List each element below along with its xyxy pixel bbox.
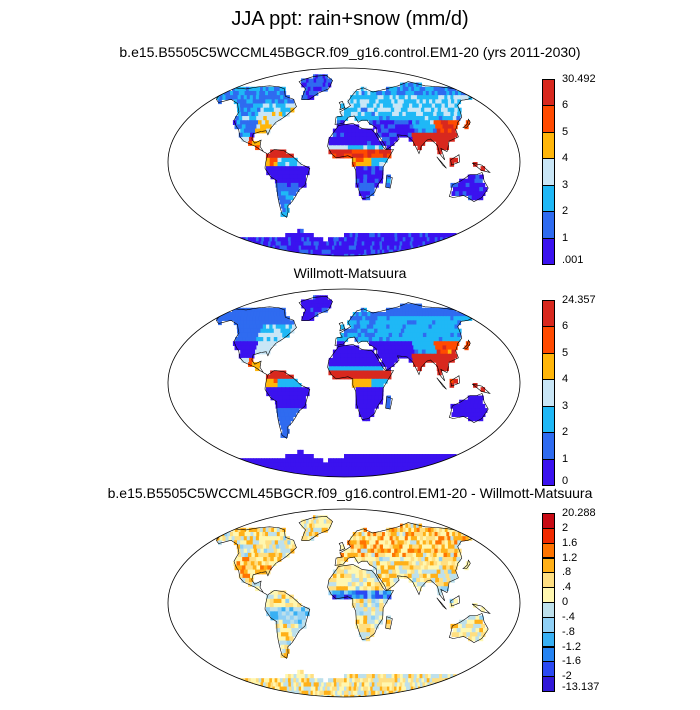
colorbar-swatch <box>542 616 555 633</box>
colorbar-swatch <box>542 646 555 663</box>
colorbar-swatch <box>542 513 555 529</box>
coastlines <box>216 515 491 659</box>
colorbar-label: .8 <box>562 566 572 579</box>
colorbar: 24.357 6 5 4 3 2 1 0 <box>542 294 652 487</box>
colorbar-label: 2 <box>562 426 569 439</box>
colorbar-label: -13.137 <box>562 681 600 693</box>
colorbar-swatch <box>542 379 555 407</box>
colorbar-swatch <box>542 300 555 328</box>
map-border <box>167 508 521 698</box>
precip-field <box>216 295 488 477</box>
colorbar-swatch <box>542 676 555 692</box>
colorbar-swatch <box>542 557 555 574</box>
colorbar-label: .4 <box>562 581 572 594</box>
colorbar-label: 4 <box>562 373 569 386</box>
colorbar-label: -1.2 <box>562 640 581 653</box>
colorbar-swatch <box>542 405 555 434</box>
precip-field <box>216 74 488 256</box>
colorbar: 30.492 6 5 4 3 2 1 .001 <box>542 73 652 266</box>
colorbar-label: .001 <box>562 254 584 266</box>
colorbar-label: 1.6 <box>562 536 578 549</box>
coastlines <box>216 74 491 218</box>
colorbar-label: -2 <box>562 670 572 683</box>
colorbar-label: 0 <box>562 475 569 487</box>
colorbar-swatch <box>542 326 555 354</box>
map-border <box>167 288 521 478</box>
colorbar-label: 5 <box>562 346 569 359</box>
panel-difference: b.e15.B5505C5WCCML45BGCR.f09_g16.control… <box>0 485 700 710</box>
colorbar-swatch <box>542 527 555 544</box>
robinson-map <box>167 67 521 257</box>
panel-model: b.e15.B5505C5WCCML45BGCR.f09_g16.control… <box>0 44 700 269</box>
colorbar-swatch <box>542 631 555 648</box>
robinson-map <box>167 508 521 698</box>
colorbar-label: 1 <box>562 452 569 465</box>
colorbar-label: 1.2 <box>562 551 578 564</box>
colorbar-swatch <box>542 602 555 618</box>
colorbar-swatch <box>542 572 555 589</box>
colorbar-label: -1.6 <box>562 655 581 668</box>
colorbar-label: 3 <box>562 178 569 191</box>
colorbar-label: 4 <box>562 152 569 165</box>
colorbar-label: -.4 <box>562 610 575 623</box>
colorbar-label: 6 <box>562 320 569 333</box>
colorbar-swatch <box>542 79 555 107</box>
colorbar-swatch <box>542 352 555 381</box>
colorbar-label: 0 <box>562 596 569 608</box>
colorbar-swatch <box>542 458 555 486</box>
panel-title: Willmott-Matsuura <box>293 265 407 281</box>
coastlines <box>216 295 491 439</box>
colorbar-swatch <box>542 542 555 559</box>
colorbar-swatch <box>542 587 555 603</box>
colorbar: 20.288 2 1.6 1.2 .8 .4 0 -.4 -.8 -1.2 -1.6 -2 -13.13… <box>542 507 652 693</box>
colorbar-label: 30.492 <box>562 73 596 85</box>
precip-field <box>216 515 488 697</box>
colorbar-label: 2 <box>562 205 569 218</box>
colorbar-swatch <box>542 237 555 265</box>
colorbar-swatch <box>542 661 555 678</box>
colorbar-swatch <box>542 158 555 186</box>
colorbar-swatch <box>542 131 555 160</box>
colorbar-label: 5 <box>562 125 569 138</box>
colorbar-swatch <box>542 211 555 239</box>
colorbar-swatch <box>542 105 555 133</box>
colorbar-label: 3 <box>562 399 569 412</box>
colorbar-label: 24.357 <box>562 294 596 306</box>
colorbar-swatch <box>542 432 555 460</box>
colorbar-label: -.8 <box>562 625 575 638</box>
colorbar-label: 6 <box>562 99 569 112</box>
map-border <box>167 67 521 257</box>
panel-title: b.e15.B5505C5WCCML45BGCR.f09_g16.control… <box>107 485 593 501</box>
colorbar-label: 1 <box>562 231 569 244</box>
robinson-map <box>167 288 521 478</box>
main-title: JJA ppt: rain+snow (mm/d) <box>231 8 469 30</box>
panel-observations: Willmott-Matsuura 24.357 6 5 4 3 2 1 0 <box>0 265 700 490</box>
colorbar-label: 20.288 <box>562 507 596 519</box>
panel-title: b.e15.B5505C5WCCML45BGCR.f09_g16.control… <box>119 44 581 60</box>
colorbar-swatch <box>542 184 555 213</box>
colorbar-label: 2 <box>562 521 569 534</box>
